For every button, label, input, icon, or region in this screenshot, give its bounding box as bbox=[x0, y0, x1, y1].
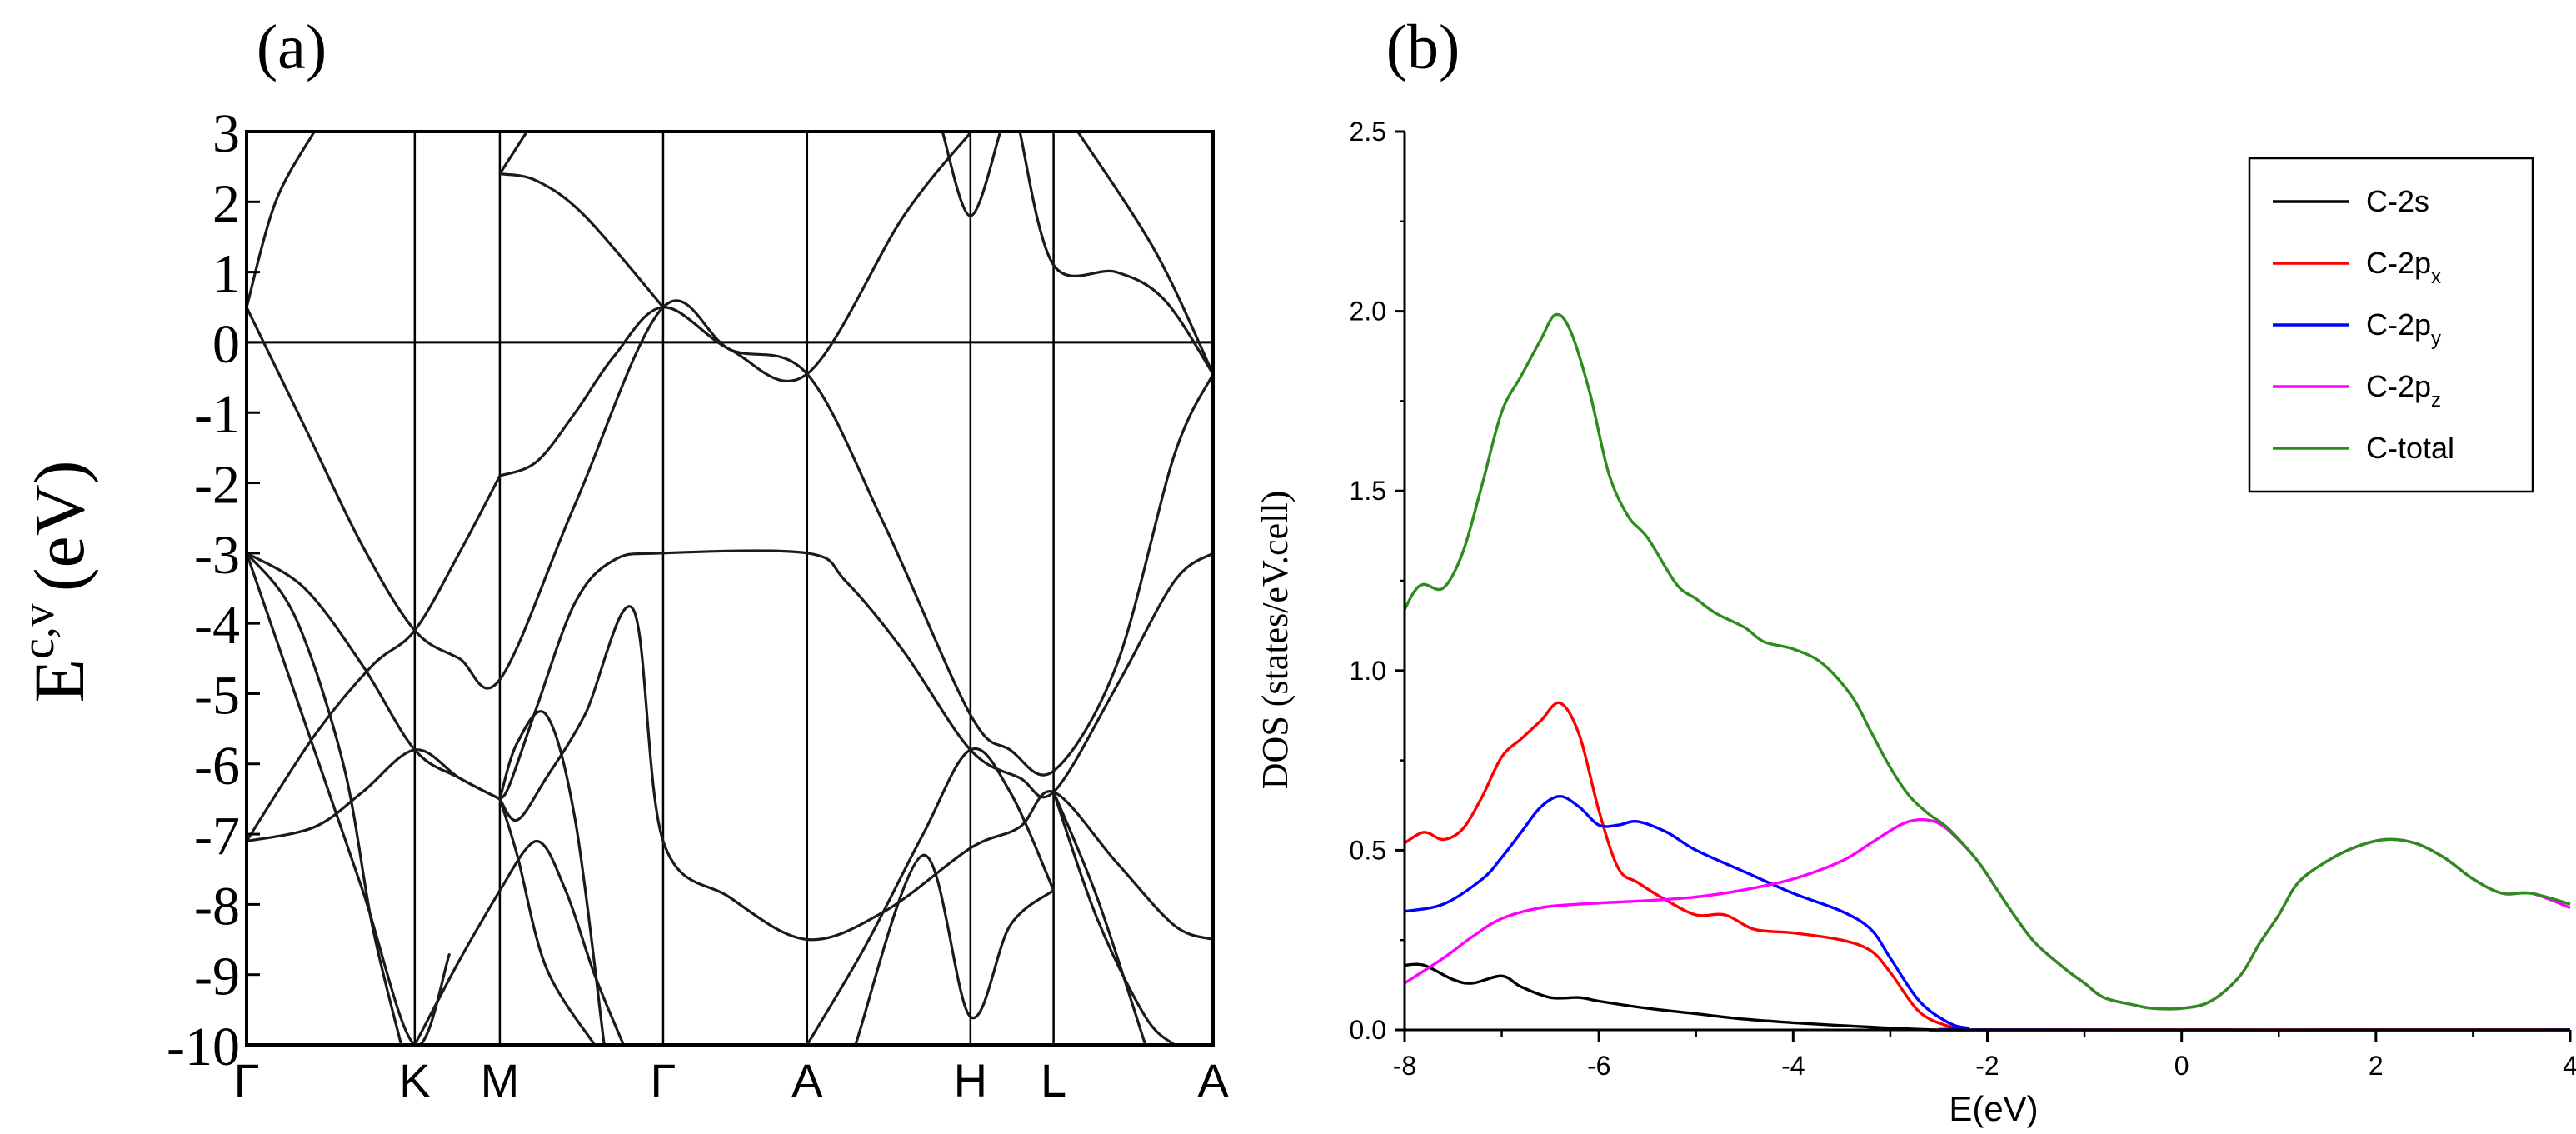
dos-x-tick-label: 0 bbox=[2174, 1051, 2189, 1081]
legend-entry-label: C-2pz bbox=[2366, 369, 2441, 412]
band-structure-panel: (a) Ec,v (eV) 3 2 1 0 -1 -2 -3 -4 -5 -6 -7 -8 -9 -10 Γ… bbox=[12, 12, 1229, 1107]
band-y-axis-label-text: Ec,v (eV) bbox=[12, 461, 99, 703]
band-curves bbox=[247, 132, 1213, 1045]
band-curve bbox=[1052, 791, 1147, 1045]
band-curve bbox=[941, 132, 1002, 217]
legend-label-main: C-2s bbox=[2366, 184, 2429, 218]
band-curve bbox=[1018, 132, 1213, 375]
band-y-label-superscript: c,v bbox=[12, 603, 64, 659]
band-y-tick-label: -5 bbox=[194, 665, 240, 726]
legend-label-main: C-2p bbox=[2366, 246, 2431, 280]
band-y-label-symbol: E bbox=[19, 659, 99, 703]
band-y-tick-label: -8 bbox=[194, 876, 240, 937]
band-curve bbox=[498, 798, 596, 1045]
dos-x-tick-label: -6 bbox=[1587, 1051, 1610, 1081]
band-curve bbox=[247, 552, 403, 1045]
dos-x-tick-label: 4 bbox=[2563, 1051, 2576, 1081]
dos-y-tick-label: 1.0 bbox=[1350, 656, 1386, 686]
band-curve bbox=[1052, 791, 1176, 1045]
panel-a-label: (a) bbox=[257, 12, 327, 82]
band-curve bbox=[1076, 132, 1213, 375]
kpoint-label: K bbox=[399, 1054, 430, 1107]
dos-panel: (b) DOS (states/eV.cell) E(eV) 0.0 0.5 1.0… bbox=[1255, 12, 2576, 1128]
band-y-tick-label: -6 bbox=[194, 736, 240, 797]
dos-y-tick-label: 0.0 bbox=[1350, 1015, 1386, 1045]
band-plot-frame bbox=[245, 130, 1215, 1047]
band-y-label-unit: (eV) bbox=[19, 461, 99, 592]
legend-entry-label: C-2s bbox=[2366, 184, 2429, 218]
legend-label-subscript: y bbox=[2431, 327, 2441, 350]
dos-y-axis-label: DOS (states/eV.cell) bbox=[1255, 491, 1295, 789]
kpoint-label: A bbox=[1197, 1054, 1229, 1107]
legend-entry-label: C-2py bbox=[2366, 307, 2441, 350]
band-curve bbox=[498, 549, 1213, 801]
band-y-ticks: 3 2 1 0 -1 -2 -3 -4 -5 -6 -7 -8 -9 -10 bbox=[167, 103, 260, 1077]
legend-label-main: C-total bbox=[2366, 431, 2454, 465]
band-y-tick-label: 3 bbox=[212, 103, 240, 164]
dos-curve-c-2s bbox=[1404, 962, 2570, 1032]
legend-label-subscript: x bbox=[2431, 266, 2441, 288]
band-curve bbox=[806, 747, 1056, 1045]
dos-y-tick-label: 2.0 bbox=[1350, 297, 1386, 327]
band-curve bbox=[247, 132, 973, 690]
band-y-tick-label: -3 bbox=[194, 525, 240, 586]
dos-y-tick-label: 1.5 bbox=[1350, 476, 1386, 506]
band-y-tick-label: 1 bbox=[212, 244, 240, 305]
legend-label-main: C-2p bbox=[2366, 307, 2431, 342]
dos-x-tick-label: 2 bbox=[2369, 1051, 2384, 1081]
kpoint-label: L bbox=[1041, 1054, 1066, 1107]
band-curve bbox=[247, 748, 501, 843]
dos-curve-c-2px bbox=[1404, 701, 2570, 1032]
band-curve bbox=[498, 839, 625, 1045]
band-y-tick-label: -2 bbox=[194, 455, 240, 516]
band-curve bbox=[498, 605, 1213, 942]
band-y-tick-label: -1 bbox=[194, 384, 240, 445]
band-curve bbox=[499, 306, 1213, 777]
legend-entry-label: C-total bbox=[2366, 431, 2454, 465]
band-y-tick-label: 2 bbox=[212, 173, 240, 234]
band-y-axis-label: Ec,v (eV) bbox=[12, 461, 99, 703]
dos-x-axis-label: E(eV) bbox=[1949, 1089, 2038, 1128]
band-curve bbox=[498, 710, 606, 1045]
dos-curve-c-2py bbox=[1404, 795, 2571, 1032]
band-curve bbox=[247, 552, 501, 801]
band-y-tick-label: -7 bbox=[194, 806, 240, 867]
panel-b-label: (b) bbox=[1386, 12, 1460, 82]
band-kpoint-lines bbox=[413, 132, 1055, 1045]
band-curve bbox=[498, 132, 528, 175]
band-y-tick-label: 0 bbox=[212, 314, 240, 375]
legend-label-subscript: z bbox=[2431, 389, 2441, 412]
dos-curve-c-2pz bbox=[1404, 817, 2571, 1011]
band-curve bbox=[247, 475, 502, 842]
band-curve bbox=[247, 552, 452, 1045]
dos-x-tick-label: -2 bbox=[1975, 1051, 1999, 1081]
band-curve bbox=[247, 132, 316, 308]
band-y-tick-label: -10 bbox=[167, 1017, 240, 1077]
kpoint-label: A bbox=[791, 1054, 823, 1107]
legend-label-main: C-2p bbox=[2366, 369, 2431, 403]
kpoint-label: H bbox=[954, 1054, 987, 1107]
dos-x-tick-label: -4 bbox=[1781, 1051, 1805, 1081]
band-y-tick-label: -4 bbox=[194, 595, 240, 656]
legend-entry-label: C-2px bbox=[2366, 246, 2441, 288]
band-curve bbox=[413, 889, 502, 1045]
dos-y-tick-label: 0.5 bbox=[1350, 835, 1386, 865]
dos-x-tick-label: -8 bbox=[1393, 1051, 1416, 1081]
band-curve bbox=[854, 853, 1055, 1045]
kpoint-label: Γ bbox=[234, 1054, 260, 1107]
band-curve bbox=[499, 172, 665, 308]
dos-y-tick-label: 2.5 bbox=[1350, 117, 1386, 147]
dos-axes: 0.0 0.5 1.0 1.5 2.0 2.5 -8 -6 -4 -2 0 2 4 bbox=[1350, 117, 2576, 1081]
kpoint-label: M bbox=[481, 1054, 520, 1107]
kpoint-label: Γ bbox=[651, 1054, 676, 1107]
band-y-tick-label: -9 bbox=[194, 947, 240, 1007]
dos-curve-c-total bbox=[1403, 312, 2571, 1011]
